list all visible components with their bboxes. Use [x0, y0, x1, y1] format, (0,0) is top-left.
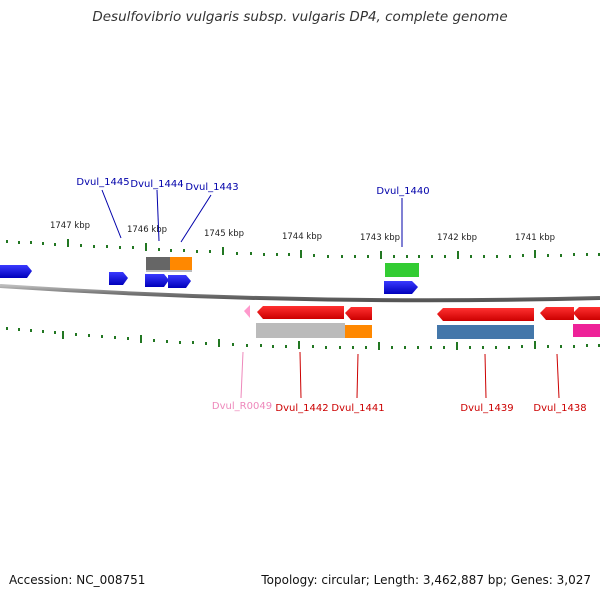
- domain-box-green[interactable]: [385, 263, 419, 277]
- genome-backbone: [0, 284, 600, 303]
- gene-label-dvul-1438[interactable]: Dvul_1438: [533, 403, 586, 414]
- gene-label-dvul-1440[interactable]: Dvul_1440: [376, 186, 429, 197]
- gene-arrow[interactable]: [257, 306, 344, 319]
- scale-label-1742: 1742 kbp: [437, 233, 477, 243]
- scale-label-1743: 1743 kbp: [360, 233, 400, 243]
- topology-text: Topology: circular; Length: 3,462,887 bp…: [261, 573, 591, 587]
- gene-arrow[interactable]: [573, 307, 600, 320]
- gene-label-dvul-1442[interactable]: Dvul_1442: [275, 403, 328, 414]
- gene-label-dvul-1443[interactable]: Dvul_1443: [185, 182, 238, 193]
- scale-label-1747: 1747 kbp: [50, 221, 90, 231]
- gene-arrow[interactable]: [345, 307, 372, 320]
- scale-ticks-upper: [6, 239, 600, 259]
- gene-label-dvul-1444[interactable]: Dvul_1444: [130, 179, 183, 190]
- gene-arrow[interactable]: [145, 274, 169, 287]
- gene-arrow[interactable]: [168, 275, 191, 288]
- label-leaders: [101, 189, 560, 399]
- gene-label-dvul-1439[interactable]: Dvul_1439: [460, 403, 513, 414]
- gene-label-dvul-1441[interactable]: Dvul_1441: [331, 403, 384, 414]
- minus-strand-features: [244, 305, 600, 339]
- domain-box-gray[interactable]: [146, 257, 170, 270]
- accession-text: Accession: NC_008751: [9, 573, 146, 587]
- gene-label-dvul-r0049[interactable]: Dvul_R0049: [212, 401, 272, 412]
- gene-arrow[interactable]: [384, 281, 418, 294]
- domain-box-orange[interactable]: [170, 257, 192, 270]
- domain-box-magenta[interactable]: [573, 324, 600, 337]
- scale-label-1745: 1745 kbp: [204, 229, 244, 239]
- gene-arrow[interactable]: [540, 307, 574, 320]
- gene-arrow[interactable]: [437, 308, 534, 321]
- scale-label-1741: 1741 kbp: [515, 233, 555, 243]
- plus-strand-features: [0, 257, 419, 294]
- domain-box-gray[interactable]: [256, 323, 345, 338]
- rna-marker[interactable]: [244, 305, 250, 318]
- gene-label-dvul-1445[interactable]: Dvul_1445: [76, 177, 129, 188]
- genome-title: Desulfovibrio vulgaris subsp. vulgaris D…: [92, 9, 508, 25]
- scale-label-1744: 1744 kbp: [282, 232, 322, 242]
- gene-arrow[interactable]: [0, 265, 32, 278]
- domain-box-steelblue[interactable]: [437, 325, 534, 339]
- gene-arrow[interactable]: [109, 272, 128, 285]
- domain-box-orange[interactable]: [345, 325, 372, 338]
- scale-ticks-lower: [6, 327, 600, 350]
- scale-label-1746: 1746 kbp: [127, 225, 167, 235]
